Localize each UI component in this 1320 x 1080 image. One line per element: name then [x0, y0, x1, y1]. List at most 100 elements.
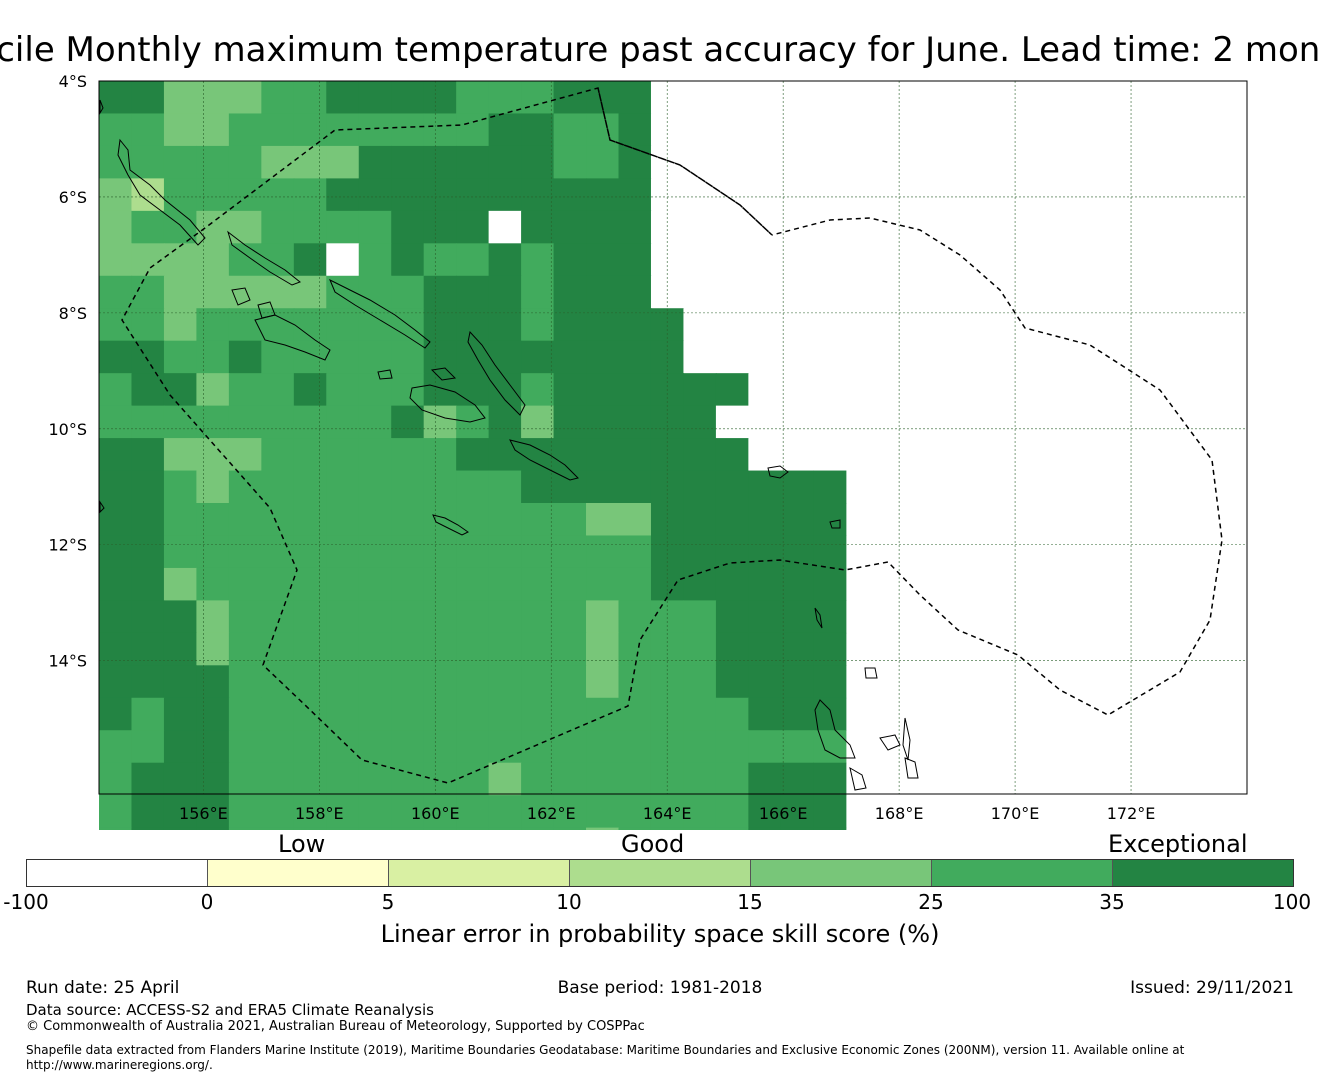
skill-cell [326, 373, 360, 407]
eez-boundaries [121, 87, 1223, 784]
skill-cell [196, 275, 230, 309]
skill-cell [423, 535, 457, 569]
skill-cell [326, 178, 360, 212]
skill-cell [780, 600, 814, 634]
skill-cell [163, 145, 198, 179]
issued-date: Issued: 29/11/2021 [1130, 978, 1294, 998]
skill-cell [618, 81, 652, 115]
skill-cell [131, 373, 165, 407]
skill-cell [391, 600, 425, 634]
colorbar-tick-label: -100 [3, 890, 49, 914]
skill-cell [813, 340, 847, 374]
skill-cell [650, 827, 685, 830]
skill-cell [423, 503, 457, 537]
skill-cell [553, 795, 587, 829]
skill-map: 156°E 158°E 160°E 162°E 164°E 166°E 168°E 170°E… [48, 72, 1248, 830]
skill-cell [650, 243, 685, 277]
skill-cell [196, 340, 230, 374]
skill-cell [196, 243, 230, 277]
skill-cell [99, 275, 133, 309]
skill-cell [326, 697, 360, 731]
skill-cell [423, 275, 457, 309]
skill-cell [650, 145, 685, 179]
island-pentecost [902, 717, 911, 761]
skill-cell [521, 632, 555, 666]
skill-cell [326, 340, 360, 374]
skill-cell [715, 470, 749, 504]
skill-cell [553, 632, 587, 666]
island-malekula [879, 734, 901, 751]
skill-cell [715, 795, 749, 829]
island-russell [377, 369, 393, 380]
skill-cell [228, 275, 262, 309]
skill-cell [780, 762, 814, 796]
skill-cell [488, 340, 522, 374]
colorbar-tick-label: 5 [381, 890, 395, 914]
skill-cell [521, 308, 555, 342]
skill-cell [586, 762, 620, 796]
skill-cell [521, 210, 555, 244]
skill-cell [618, 762, 652, 796]
lon-tick-label: 164°E [643, 804, 692, 823]
skill-cell [99, 243, 133, 277]
skill-cell [650, 275, 685, 309]
skill-cell [618, 600, 652, 634]
skill-cell [261, 762, 295, 796]
skill-cell [228, 665, 262, 699]
skill-cell [683, 730, 717, 764]
skill-cell [358, 600, 392, 634]
colorbar-tick-label: 35 [1099, 890, 1125, 914]
skill-cell [488, 405, 522, 439]
skill-cell [748, 567, 782, 601]
colorbar-bin-7 [1113, 860, 1293, 886]
skill-cell [99, 340, 133, 374]
skill-cell [326, 145, 360, 179]
skill-cell [163, 503, 198, 537]
skill-cell [326, 535, 360, 569]
skill-cell [326, 438, 360, 472]
skill-cell [391, 730, 425, 764]
skill-cell [553, 145, 587, 179]
skill-cell [423, 762, 457, 796]
skill-cell [163, 405, 198, 439]
skill-cell [488, 113, 522, 147]
skill-cell [553, 178, 587, 212]
skill-cell [293, 438, 327, 472]
skill-cell [586, 243, 620, 277]
skill-cell [423, 665, 457, 699]
island-vella [231, 287, 251, 306]
lat-tick-label: 12°S [48, 536, 87, 555]
skill-cell [683, 373, 717, 407]
skill-cell [618, 178, 652, 212]
skill-cell [99, 567, 133, 601]
skill-cell [748, 275, 782, 309]
skill-cell [293, 145, 327, 179]
skill-cell [618, 308, 652, 342]
skill-cell [261, 308, 295, 342]
skill-cell [748, 535, 782, 569]
skill-cell [456, 81, 490, 115]
skill-cell [521, 405, 555, 439]
skill-cell [358, 145, 392, 179]
island-vanikoro [829, 519, 841, 529]
skill-cell [553, 373, 587, 407]
skill-cell [488, 730, 522, 764]
skill-cell [650, 210, 685, 244]
eez-solomon-islands [121, 87, 1223, 784]
legend-category-low: Low [278, 830, 326, 858]
skill-cell [326, 470, 360, 504]
skill-cell [521, 503, 555, 537]
skill-cell [586, 340, 620, 374]
skill-cell [163, 308, 198, 342]
skill-cell [650, 308, 685, 342]
skill-cell [423, 697, 457, 731]
skill-cell [521, 795, 555, 829]
skill-cell [813, 373, 847, 407]
skill-cell [780, 145, 814, 179]
skill-cell [196, 373, 230, 407]
skill-cell [131, 600, 165, 634]
skill-cell [715, 210, 749, 244]
skill-cell [99, 113, 133, 147]
skill-cell [488, 762, 522, 796]
skill-cell [488, 145, 522, 179]
